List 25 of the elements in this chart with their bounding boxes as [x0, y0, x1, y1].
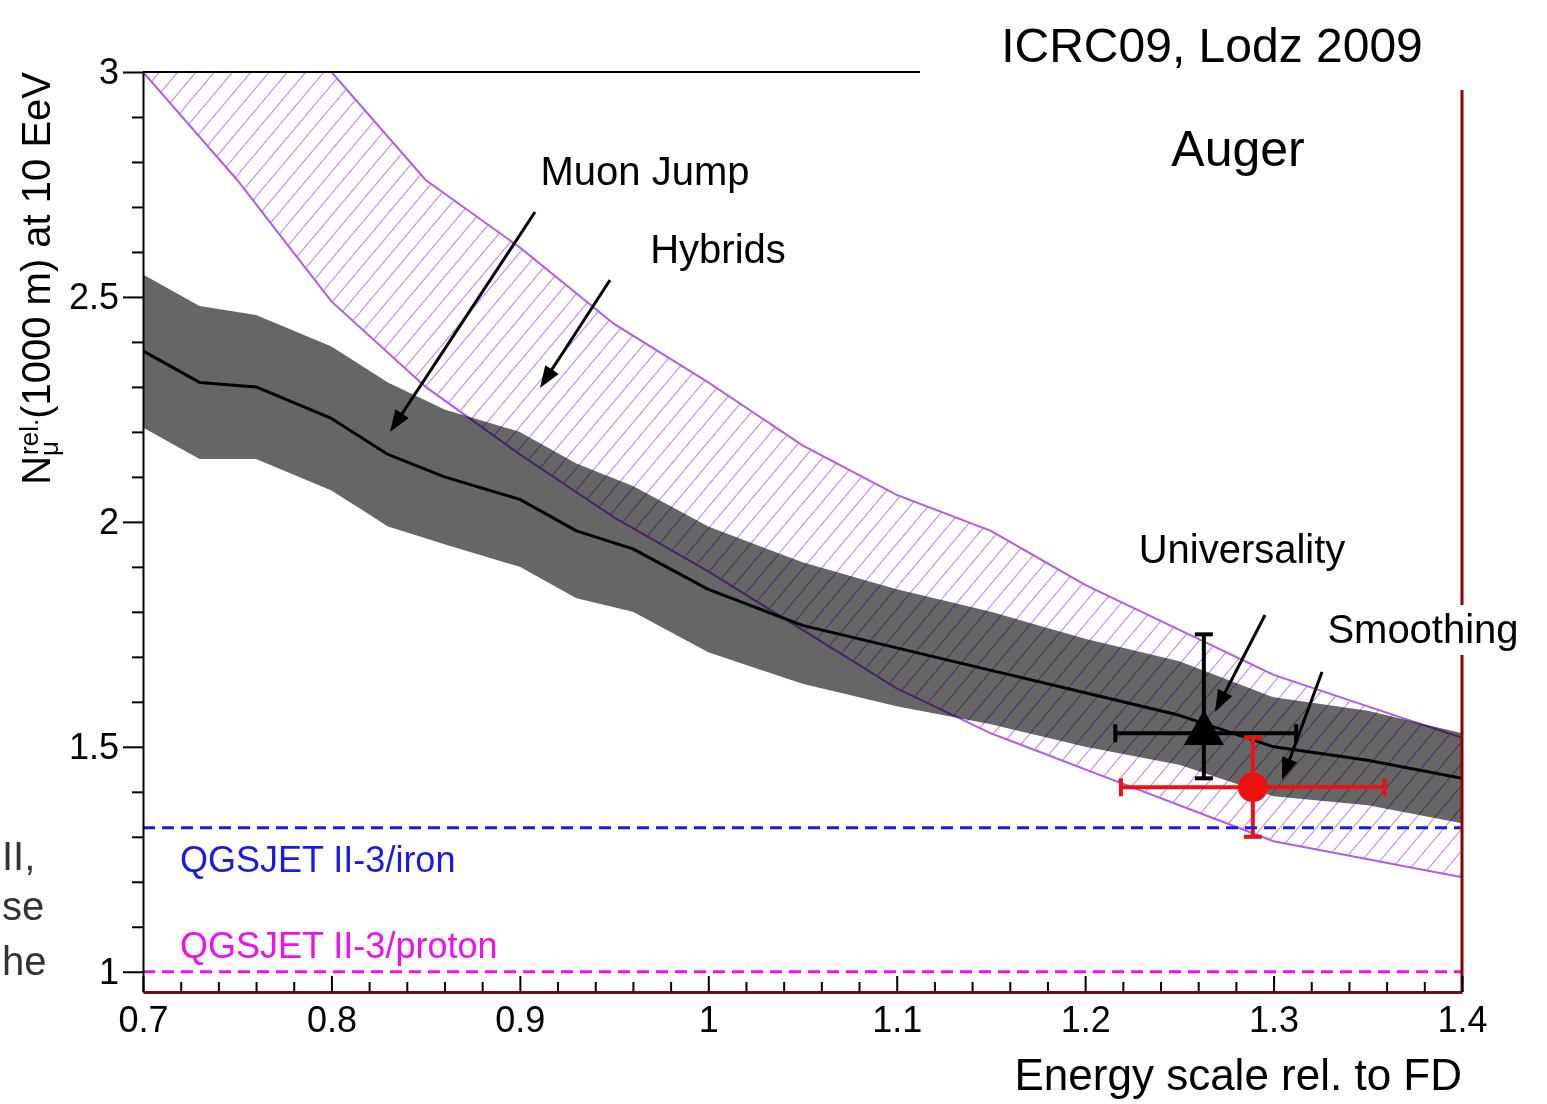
x-tick-label: 1.1 — [872, 998, 923, 1040]
ref-line-label: QGSJET II-3/iron — [180, 838, 456, 880]
y-tick-label: 2.5 — [68, 275, 119, 317]
text: se — [2, 884, 45, 928]
x-tick-label: 1.2 — [1060, 998, 1111, 1040]
annotation: Smoothing — [1327, 607, 1519, 651]
annotation: Hybrids — [650, 227, 786, 271]
ref-line-label: QGSJET II-3/proton — [180, 924, 498, 966]
y-tick-label: 1 — [98, 950, 119, 992]
annotation: Muon Jump — [540, 149, 750, 193]
x-tick-label: 0.9 — [495, 998, 546, 1040]
y-tick-label: 3 — [98, 51, 119, 93]
x-tick-label: 1.4 — [1437, 998, 1488, 1040]
annotation: Auger — [1171, 121, 1305, 177]
x-tick-label: 1 — [698, 998, 719, 1040]
y-tick-label: 1.5 — [68, 725, 119, 767]
y-tick-label: 2 — [98, 500, 119, 542]
x-tick-label: 1.3 — [1249, 998, 1300, 1040]
x-axis-title: Energy scale rel. to FD — [1014, 1050, 1462, 1099]
x-tick-label: 0.7 — [118, 998, 169, 1040]
text: II, — [2, 834, 36, 878]
text: he — [2, 939, 47, 983]
chart-title: ICRC09, Lodz 2009 — [1001, 19, 1423, 72]
x-tick-label: 0.8 — [306, 998, 357, 1040]
annotation: Universality — [1138, 527, 1346, 571]
